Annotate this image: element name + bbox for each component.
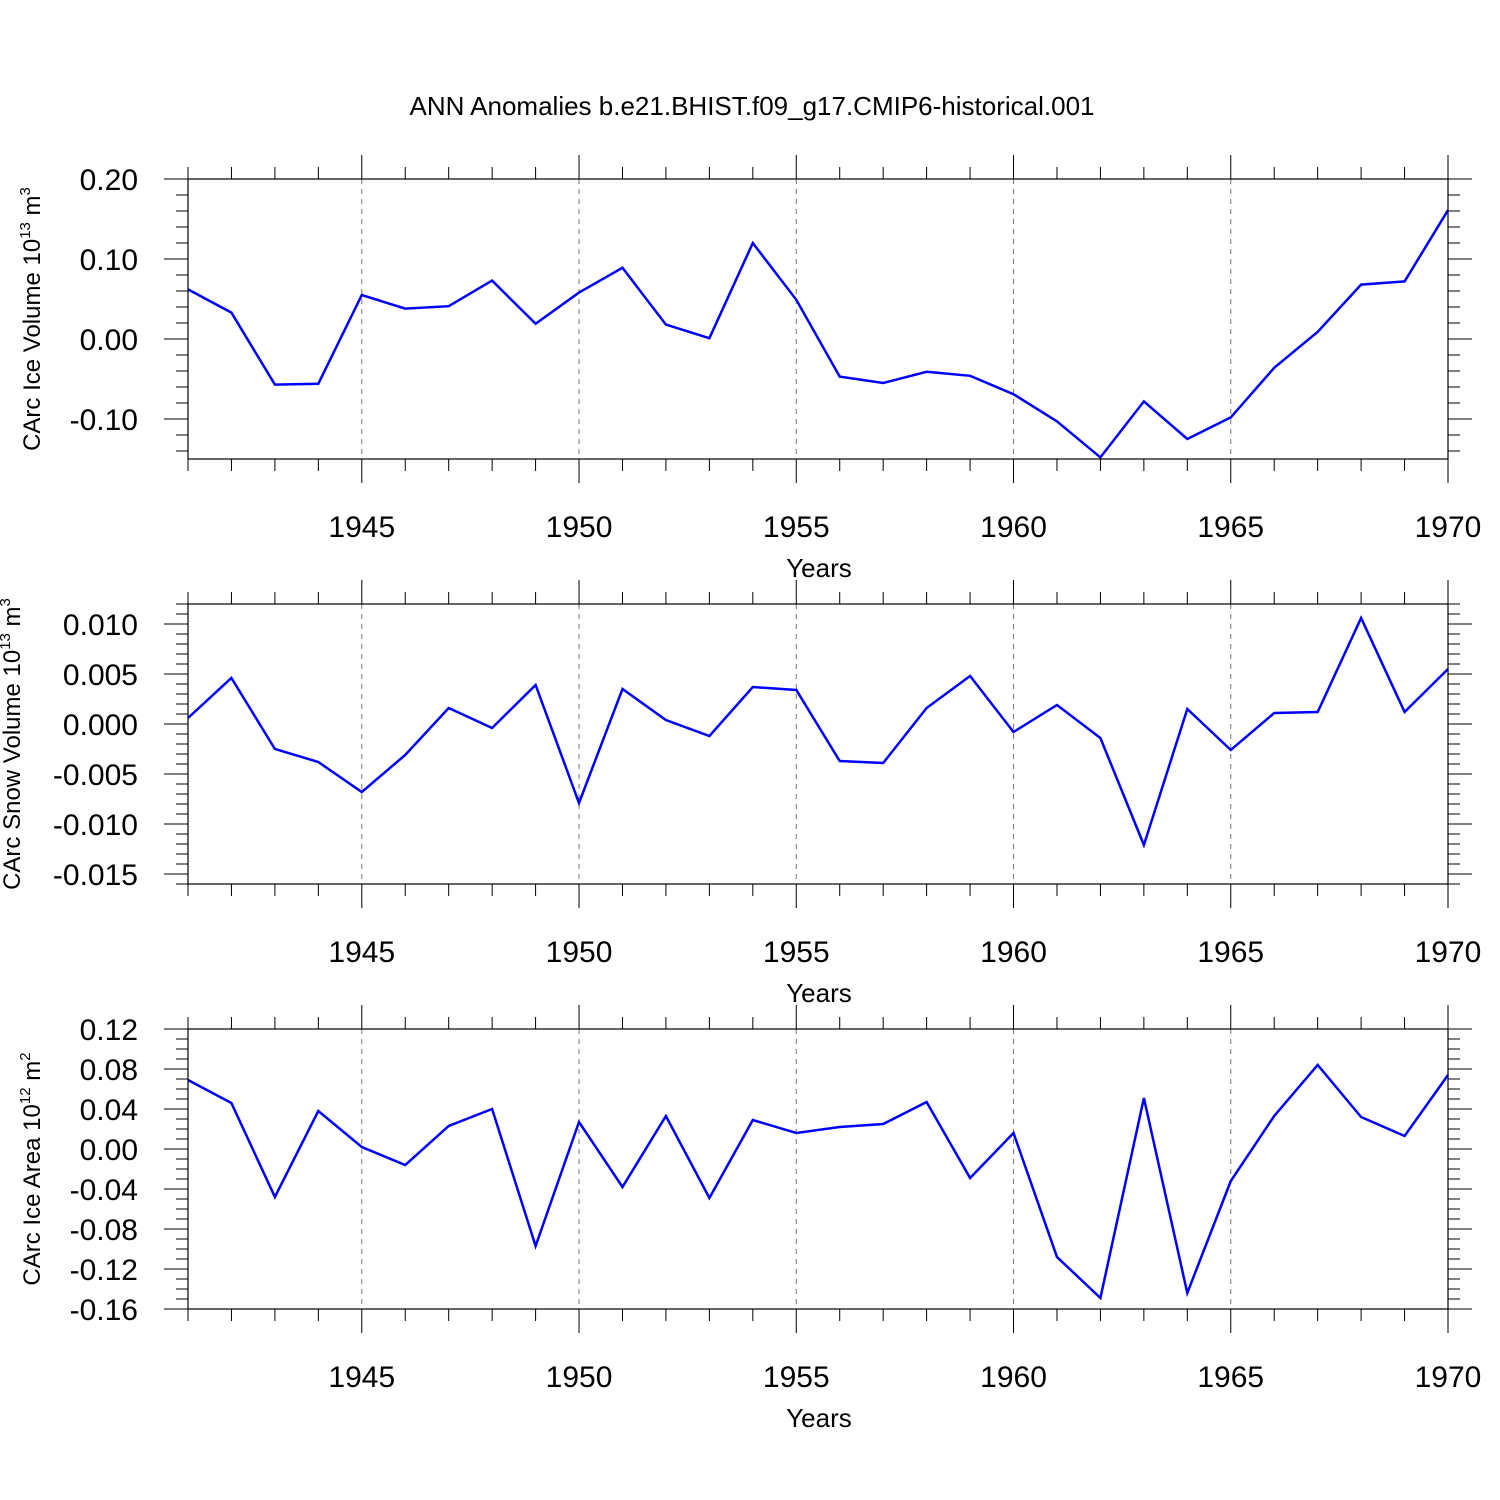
- x-tick-label: 1950: [546, 1361, 613, 1394]
- y-tick-label: -0.015: [53, 859, 138, 892]
- x-tick-label: 1965: [1197, 511, 1264, 544]
- y-axis-label: CArc Ice Volume 1013 m3: [17, 187, 46, 451]
- x-tick-label: 1960: [980, 936, 1047, 969]
- x-tick-label: 1945: [328, 1361, 395, 1394]
- y-tick-label: 0.12: [80, 1014, 138, 1047]
- y-tick-label: -0.08: [70, 1214, 138, 1247]
- y-tick-label: -0.12: [70, 1254, 138, 1287]
- chart-panel-1: 0.20 0.10 0.00 -0.10 1945 1950 1955 1960 1965 197…: [17, 155, 1481, 583]
- y-tick-label: 0.08: [80, 1054, 138, 1087]
- x-tick-label: 1960: [980, 1361, 1047, 1394]
- series-line: [187, 209, 1450, 460]
- plot-frame: [187, 1028, 1449, 1310]
- x-tick-label: 1955: [763, 936, 830, 969]
- y-tick-label: -0.005: [53, 759, 138, 792]
- series-line: [187, 615, 1449, 849]
- y-tick-label: 0.000: [63, 709, 138, 742]
- y-tick-label: 0.00: [80, 1134, 138, 1167]
- y-tick-label: -0.16: [70, 1294, 138, 1327]
- y-axis-label: CArc Ice Area 1012 m2: [17, 1052, 46, 1285]
- x-tick-label: 1965: [1197, 936, 1264, 969]
- chart-panel-2: 0.010 0.005 0.000 -0.005 -0.010 -0.015 1945 195…: [0, 580, 1481, 1008]
- x-tick-label: 1970: [1415, 511, 1482, 544]
- y-axis-label: CArc Snow Volume 1013 m3: [0, 598, 26, 890]
- y-tick-label: 0.00: [80, 324, 138, 357]
- chart-panel-3: 0.12 0.08 0.04 0.00 -0.04 -0.08 -0.12 -0.16 1945…: [17, 1005, 1481, 1433]
- y-tick-label: 0.04: [80, 1094, 138, 1127]
- x-axis-label: Years: [786, 978, 852, 1008]
- y-tick-label: 0.10: [80, 244, 138, 277]
- x-tick-label: 1955: [763, 1361, 830, 1394]
- x-tick-label: 1945: [328, 511, 395, 544]
- x-tick-label: 1970: [1415, 1361, 1482, 1394]
- y-tick-label: 0.20: [80, 164, 138, 197]
- y-tick-label: -0.04: [70, 1174, 138, 1207]
- x-axis-label: Years: [786, 553, 852, 583]
- x-axis-label: Years: [786, 1403, 852, 1433]
- y-tick-label: -0.010: [53, 809, 138, 842]
- x-tick-label: 1950: [546, 936, 613, 969]
- y-tick-label: 0.010: [63, 609, 138, 642]
- x-tick-label: 1945: [328, 936, 395, 969]
- x-tick-label: 1965: [1197, 1361, 1264, 1394]
- series-line: [187, 1063, 1450, 1301]
- plot-frame: [187, 178, 1449, 460]
- x-tick-label: 1970: [1415, 936, 1482, 969]
- y-tick-label: 0.005: [63, 659, 138, 692]
- figure-title: ANN Anomalies b.e21.BHIST.f09_g17.CMIP6-…: [409, 91, 1094, 121]
- x-tick-label: 1955: [763, 511, 830, 544]
- plot-frame: [187, 603, 1449, 885]
- y-tick-label: -0.10: [70, 404, 138, 437]
- x-tick-label: 1960: [980, 511, 1047, 544]
- x-tick-label: 1950: [546, 511, 613, 544]
